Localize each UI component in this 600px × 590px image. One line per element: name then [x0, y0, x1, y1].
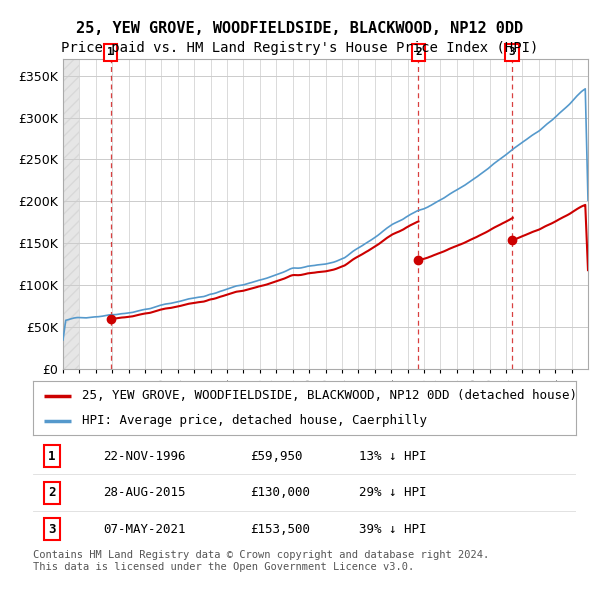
Text: 39% ↓ HPI: 39% ↓ HPI	[359, 523, 426, 536]
Bar	[63, 59, 79, 369]
Text: Price paid vs. HM Land Registry's House Price Index (HPI): Price paid vs. HM Land Registry's House …	[61, 41, 539, 55]
Text: £153,500: £153,500	[250, 523, 310, 536]
Text: 25, YEW GROVE, WOODFIELDSIDE, BLACKWOOD, NP12 0DD (detached house): 25, YEW GROVE, WOODFIELDSIDE, BLACKWOOD,…	[82, 389, 577, 402]
Text: 2: 2	[415, 47, 422, 57]
Text: 3: 3	[509, 47, 515, 57]
Text: 22-NOV-1996: 22-NOV-1996	[104, 450, 186, 463]
Text: £59,950: £59,950	[250, 450, 303, 463]
Text: 29% ↓ HPI: 29% ↓ HPI	[359, 486, 426, 499]
Text: 3: 3	[48, 523, 56, 536]
Text: HPI: Average price, detached house, Caerphilly: HPI: Average price, detached house, Caer…	[82, 414, 427, 427]
Text: 1: 1	[48, 450, 56, 463]
Text: 07-MAY-2021: 07-MAY-2021	[104, 523, 186, 536]
Text: £130,000: £130,000	[250, 486, 310, 499]
Text: 1: 1	[107, 47, 114, 57]
Text: 28-AUG-2015: 28-AUG-2015	[104, 486, 186, 499]
Text: 2: 2	[48, 486, 56, 499]
Text: 13% ↓ HPI: 13% ↓ HPI	[359, 450, 426, 463]
Text: 25, YEW GROVE, WOODFIELDSIDE, BLACKWOOD, NP12 0DD: 25, YEW GROVE, WOODFIELDSIDE, BLACKWOOD,…	[76, 21, 524, 35]
Text: Contains HM Land Registry data © Crown copyright and database right 2024.
This d: Contains HM Land Registry data © Crown c…	[33, 550, 489, 572]
